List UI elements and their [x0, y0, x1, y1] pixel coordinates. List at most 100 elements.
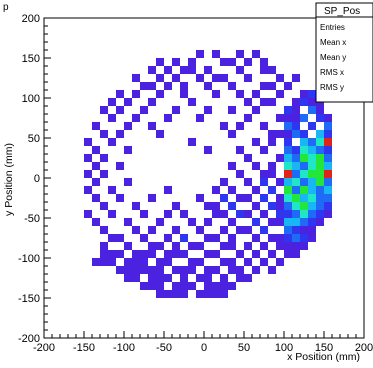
heatmap-bin	[292, 218, 300, 226]
heatmap-bin	[308, 90, 316, 98]
heatmap-bin	[212, 74, 220, 82]
heatmap-bin	[300, 154, 308, 162]
heatmap-bin	[108, 210, 116, 218]
heatmap-bin	[180, 234, 188, 242]
heatmap-bin	[324, 186, 332, 194]
heatmap-bin	[116, 250, 124, 258]
heatmap-bin	[156, 90, 164, 98]
y-tick-label: 0	[34, 173, 40, 185]
stats-row-label: Mean y	[320, 53, 346, 62]
heatmap-bin	[92, 194, 100, 202]
heatmap-bin	[188, 58, 196, 66]
heatmap-bin	[108, 258, 116, 266]
heatmap-bin	[100, 130, 108, 138]
heatmap-bin	[300, 114, 308, 122]
heatmap-bin	[148, 66, 156, 74]
heatmap-bin	[308, 202, 316, 210]
heatmap-bin	[124, 98, 132, 106]
heatmap-bin	[276, 114, 284, 122]
heatmap-bin	[300, 90, 308, 98]
heatmap-bin	[140, 282, 148, 290]
heatmap-bin	[220, 282, 228, 290]
heatmap-bin	[316, 202, 324, 210]
x-tick-label: -100	[113, 342, 135, 354]
heatmap-bin	[100, 154, 108, 162]
heatmap-bin	[172, 282, 180, 290]
heatmap-bin	[300, 138, 308, 146]
heatmap-bin	[84, 170, 92, 178]
heatmap-bin	[156, 258, 164, 266]
heatmap-bin	[108, 186, 116, 194]
heatmap-bin	[252, 106, 260, 114]
heatmap-bin	[172, 266, 180, 274]
heatmap-bin	[172, 290, 180, 298]
heatmap-bin	[212, 250, 220, 258]
heatmap-bin	[292, 154, 300, 162]
heatmap-bin	[204, 266, 212, 274]
y-tick-label: -100	[18, 253, 40, 265]
heatmap-bin	[260, 122, 268, 130]
x-tick-label: 100	[275, 342, 293, 354]
heatmap-bin	[292, 170, 300, 178]
heatmap-bin	[156, 274, 164, 282]
heatmap-bin	[292, 122, 300, 130]
heatmap-bin	[276, 234, 284, 242]
heatmap-bin	[212, 90, 220, 98]
heatmap-bin	[284, 170, 292, 178]
heatmap-bin	[316, 170, 324, 178]
heatmap-bin	[204, 250, 212, 258]
heatmap-bin	[100, 250, 108, 258]
heatmap-bin	[284, 242, 292, 250]
heatmap-bin	[124, 146, 132, 154]
heatmap-bin	[284, 202, 292, 210]
heatmap-bin	[268, 82, 276, 90]
heatmap-bin	[84, 210, 92, 218]
heatmap-bin	[140, 106, 148, 114]
heatmap-bin	[212, 282, 220, 290]
heatmap-bin	[268, 202, 276, 210]
heatmap-bin	[132, 74, 140, 82]
heatmap-bin	[268, 250, 276, 258]
heatmap-bin	[300, 162, 308, 170]
heatmap-bin	[124, 242, 132, 250]
x-tick-label: -200	[33, 342, 55, 354]
heatmap-bin	[220, 226, 228, 234]
heatmap-bin	[228, 266, 236, 274]
heatmap-bin	[132, 274, 140, 282]
heatmap-bin	[300, 146, 308, 154]
heatmap-bin	[308, 178, 316, 186]
heatmap-bin	[268, 170, 276, 178]
heatmap-bin	[132, 90, 140, 98]
heatmap-bin	[156, 242, 164, 250]
heatmap-bin	[132, 226, 140, 234]
heatmap-bin	[212, 210, 220, 218]
heatmap-bin	[276, 154, 284, 162]
heatmap-bin	[316, 114, 324, 122]
heatmap-bin	[220, 122, 228, 130]
heatmap-bin	[260, 178, 268, 186]
heatmap-bin	[252, 218, 260, 226]
heatmap-bin	[308, 146, 316, 154]
heatmap-bin	[324, 138, 332, 146]
heatmap-bin	[196, 290, 204, 298]
heatmap-bin	[148, 274, 156, 282]
heatmap-bin	[284, 82, 292, 90]
heatmap-bin	[252, 250, 260, 258]
heatmap-bin	[164, 66, 172, 74]
heatmap-bin	[180, 290, 188, 298]
heatmap-bin	[196, 274, 204, 282]
heatmap-bin	[92, 258, 100, 266]
y-tick-label: 200	[22, 13, 40, 25]
heatmap-bin	[236, 146, 244, 154]
heatmap-bin	[228, 186, 236, 194]
heatmap-bin	[236, 194, 244, 202]
heatmap-bin	[204, 82, 212, 90]
heatmap-bin	[260, 258, 268, 266]
heatmap-bin	[316, 106, 324, 114]
heatmap-bin	[292, 74, 300, 82]
heatmap-bin	[196, 74, 204, 82]
heatmap-bin	[284, 106, 292, 114]
heatmap-bin	[108, 250, 116, 258]
heatmap-bin	[156, 218, 164, 226]
